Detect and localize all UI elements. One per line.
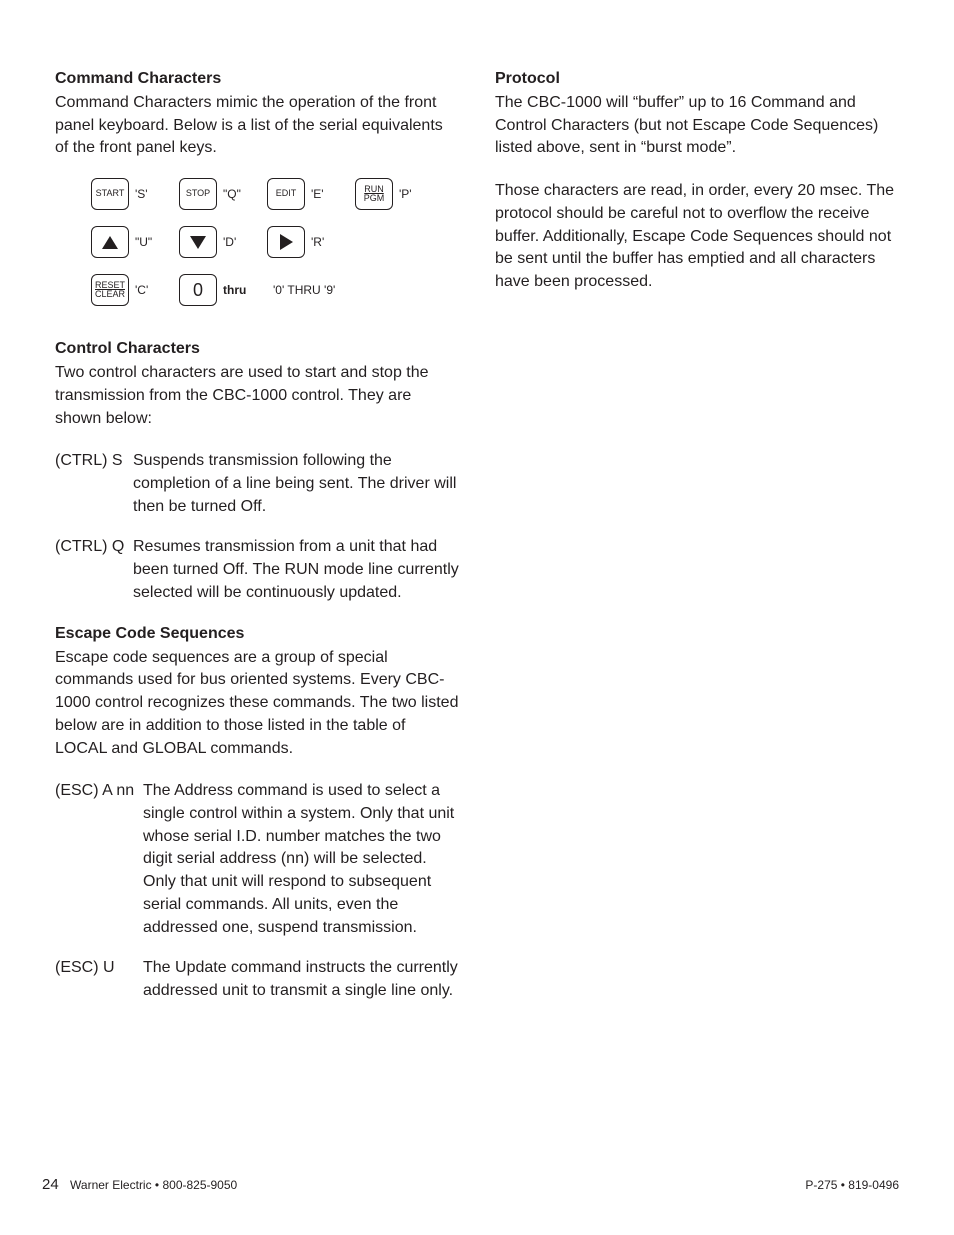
heading-control-characters: Control Characters xyxy=(55,340,459,358)
arrow-up-icon xyxy=(102,236,118,249)
key-equivalents-grid: START 'S' STOP "Q" EDIT 'E' xyxy=(91,170,459,314)
key-stop: STOP xyxy=(179,178,217,210)
heading-command-characters: Command Characters xyxy=(55,70,459,88)
text-protocol-p1: The CBC-1000 will “buffer” up to 16 Comm… xyxy=(495,92,899,160)
arrow-right-icon xyxy=(280,234,293,250)
ctrl-q-term: (CTRL) Q xyxy=(55,536,133,604)
page-number: 24 xyxy=(42,1176,59,1193)
ctrl-s-desc: Suspends transmission following the comp… xyxy=(133,450,459,518)
arrow-down-icon xyxy=(190,236,206,249)
left-column: Command Characters Command Characters mi… xyxy=(55,70,459,1023)
code-run-pgm: 'P' xyxy=(399,187,412,201)
key-start-label: START xyxy=(96,189,125,198)
heading-escape-sequences: Escape Code Sequences xyxy=(55,625,459,643)
code-start: 'S' xyxy=(135,187,148,201)
text-protocol-p2: Those characters are read, in order, eve… xyxy=(495,180,899,294)
code-reset-clear: 'C' xyxy=(135,283,148,297)
key-edit-label: EDIT xyxy=(276,189,297,198)
key-edit: EDIT xyxy=(267,178,305,210)
footer-company: Warner Electric • 800-825-9050 xyxy=(70,1178,237,1192)
text-command-characters-intro: Command Characters mimic the operation o… xyxy=(55,92,459,160)
key-run-pgm: RUN PGM xyxy=(355,178,393,210)
escape-sequences-list: (ESC) A nn The Address command is used t… xyxy=(55,780,459,1002)
key-run-pgm-line2: PGM xyxy=(364,194,385,203)
esc-a-desc: The Address command is used to select a … xyxy=(143,780,459,939)
control-characters-list: (CTRL) S Suspends transmission following… xyxy=(55,450,459,604)
esc-u-term: (ESC) U xyxy=(55,957,143,1002)
heading-protocol: Protocol xyxy=(495,70,899,88)
text-control-characters-intro: Two control characters are used to start… xyxy=(55,362,459,430)
code-stop: "Q" xyxy=(223,187,241,201)
code-zero-thru: thru xyxy=(223,283,246,297)
key-right xyxy=(267,226,305,258)
esc-a-term: (ESC) A nn xyxy=(55,780,143,939)
key-up xyxy=(91,226,129,258)
key-reset-clear-line2: CLEAR xyxy=(95,290,125,299)
code-down: 'D' xyxy=(223,235,236,249)
text-escape-sequences-intro: Escape code sequences are a group of spe… xyxy=(55,647,459,761)
key-down xyxy=(179,226,217,258)
key-zero: 0 xyxy=(179,274,217,306)
key-zero-glyph: 0 xyxy=(193,281,203,300)
footer-left: 24 Warner Electric • 800-825-9050 xyxy=(42,1176,237,1193)
key-reset-clear: RESET CLEAR xyxy=(91,274,129,306)
footer-docid: P-275 • 819-0496 xyxy=(805,1178,899,1192)
key-stop-label: STOP xyxy=(186,189,210,198)
page-footer: 24 Warner Electric • 800-825-9050 P-275 … xyxy=(42,1176,899,1193)
code-up: "U" xyxy=(135,235,152,249)
code-range-0-9: '0' THRU '9' xyxy=(273,283,335,297)
key-start: START xyxy=(91,178,129,210)
esc-u-desc: The Update command instructs the current… xyxy=(143,957,459,1002)
ctrl-q-desc: Resumes transmission from a unit that ha… xyxy=(133,536,459,604)
code-edit: 'E' xyxy=(311,187,324,201)
code-right: 'R' xyxy=(311,235,324,249)
right-column: Protocol The CBC-1000 will “buffer” up t… xyxy=(495,70,899,1023)
ctrl-s-term: (CTRL) S xyxy=(55,450,133,518)
